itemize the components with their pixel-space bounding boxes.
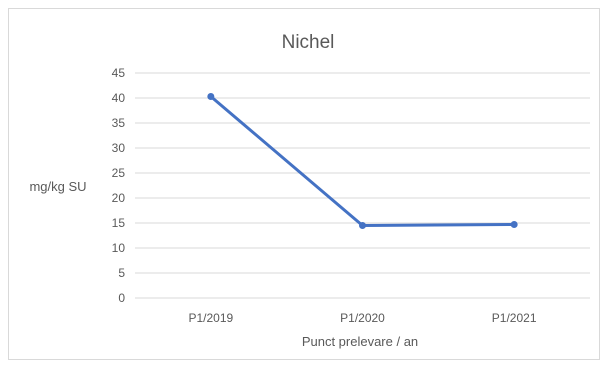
y-tick-label: 40 [112,91,126,105]
x-tick-labels: P1/2019 P1/2020 P1/2021 [188,311,536,325]
x-tick-label: P1/2021 [492,311,537,325]
y-tick-label: 30 [112,141,126,155]
y-tick-label: 5 [118,266,125,280]
y-tick-label: 10 [112,241,126,255]
y-tick-label: 20 [112,191,126,205]
y-tick-label: 0 [118,291,125,305]
y-axis-label: mg/kg SU [29,179,86,194]
x-tick-label: P1/2020 [340,311,385,325]
series-line [209,95,515,227]
data-point [359,222,366,229]
y-tick-label: 25 [112,166,126,180]
chart-title: Nichel [282,32,335,53]
data-point [207,93,215,100]
gridlines [135,72,590,299]
y-tick-label: 45 [112,66,126,80]
x-axis-label: Punct prelevare / an [302,334,418,349]
x-tick-label: P1/2019 [188,311,233,325]
data-point [510,221,518,228]
chart-frame [8,8,600,360]
y-tick-label: 35 [112,116,126,130]
y-tick-labels: 0 5 10 15 20 25 30 35 40 45 [112,66,126,305]
series-group [207,93,518,229]
y-tick-label: 15 [112,216,126,230]
